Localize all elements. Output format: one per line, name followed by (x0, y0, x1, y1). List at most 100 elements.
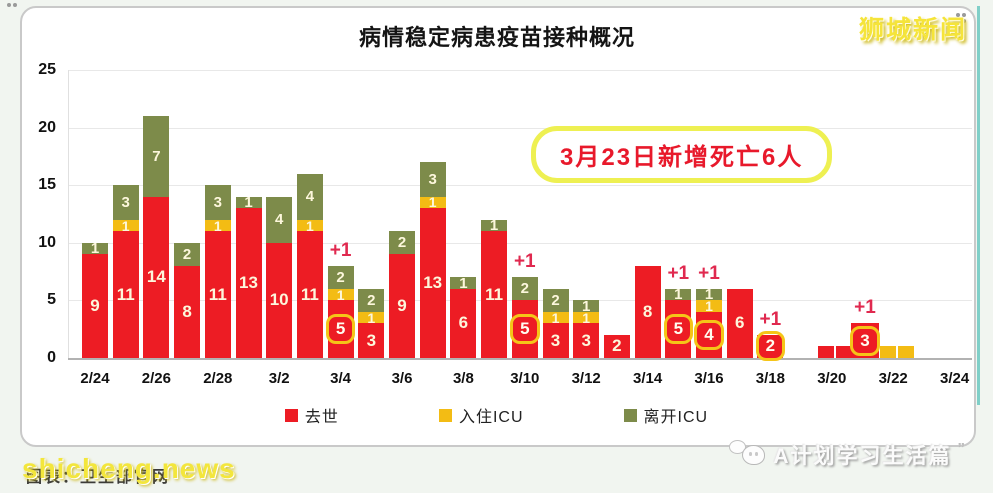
bar-segment-icu_out: 3 (204, 185, 231, 220)
x-tick-label: 2/24 (80, 370, 110, 387)
bar-value-label: 3 (428, 170, 437, 188)
chart-title: 病情稳定病患疫苗接种概况 (358, 25, 635, 50)
bar-value-label: 3 (213, 193, 222, 211)
bar-segment-icu_out: 3 (419, 162, 446, 197)
corner-dot (956, 13, 960, 17)
bar-segment-deaths: 11 (296, 231, 323, 358)
bar-value-label: 4 (305, 188, 315, 206)
bar-segment-icu_in (898, 346, 914, 358)
bar-segment-deaths: 14 (143, 196, 170, 358)
gridline (68, 127, 972, 129)
bar-value-label: 2 (182, 245, 192, 263)
bar-value-label: 1 (336, 286, 345, 303)
bar-segment-deaths: 6 (726, 288, 753, 358)
gridline (68, 70, 972, 71)
boxed-value-label: 4 (694, 319, 724, 350)
bar-value-label: 3 (366, 330, 377, 350)
bar-value-label: 11 (300, 284, 319, 304)
x-tick-label: 3/4 (330, 370, 352, 387)
publisher-credit: A计划学习生活篇 ” (729, 440, 965, 470)
bar-value-label: 2 (367, 291, 376, 309)
bar-segment-deaths: 3 (358, 323, 385, 358)
bar-value-label: 8 (642, 301, 653, 321)
bar-value-label: 1 (428, 194, 437, 211)
corner-dot (7, 3, 11, 7)
bar-segment-deaths: 9 (82, 254, 108, 358)
bar-segment-icu_out: 1 (235, 193, 262, 211)
bar-segment-icu_out: 2 (327, 265, 354, 289)
bar-segment-icu_out: 1 (665, 286, 692, 304)
bar-segment-icu_in: 1 (112, 218, 139, 234)
bar-value-label: 2 (551, 291, 560, 309)
bar-value-label: 14 (146, 267, 166, 287)
plus-one-badge: +1 (513, 251, 536, 273)
legend-item-icu_in: 入住ICU (438, 403, 524, 427)
bar-segment-deaths: 11 (112, 231, 139, 358)
quote-ornament: ” (957, 440, 966, 457)
bar-segment-icu_in: 1 (419, 194, 446, 211)
x-tick-label: 3/6 (391, 370, 413, 387)
bar-value-label: 1 (90, 240, 100, 258)
bar-segment-deaths: 4 (694, 311, 724, 358)
bar-segment-icu_in: 1 (296, 218, 323, 234)
bar-value-label: 1 (489, 217, 499, 235)
bar-segment-deaths: 6 (450, 288, 477, 358)
publisher-credit-label: A计划学习生活篇 (773, 445, 952, 468)
x-tick-label: 2/26 (141, 370, 171, 387)
legend-swatch (284, 408, 298, 422)
source-attribution-text: 图表：卫生部官网 (26, 469, 171, 486)
bar-segment-deaths: 3 (542, 323, 569, 358)
bar-segment-deaths: 8 (634, 265, 661, 358)
bar-value-label: 6 (458, 313, 469, 333)
corner-dot (962, 13, 966, 17)
bar-segment-icu_out: 4 (266, 196, 293, 243)
bar-segment-icu_out: 3 (112, 185, 139, 220)
bar-value-label: 1 (213, 217, 222, 234)
bar-segment-icu_out: 1 (82, 240, 108, 258)
bar-segment-icu_out: 1 (450, 274, 477, 292)
plus-one-badge: +1 (759, 308, 782, 330)
x-tick-label: 3/14 (632, 370, 663, 387)
brand-logo: 狮城新闻 (858, 16, 967, 44)
bar-segment-deaths: 9 (389, 254, 415, 358)
bar-value-label: 9 (397, 296, 407, 316)
plus-one-badge: +1 (667, 262, 690, 284)
corner-dot (962, 19, 966, 23)
legend-label: 离开ICU (643, 409, 709, 426)
bar-value-label: 1 (674, 286, 683, 304)
bar-value-label: 11 (208, 284, 227, 304)
bar-value-label: 2 (520, 280, 529, 298)
bar-segment-icu_out: 4 (296, 173, 323, 220)
bar-segment-deaths: 3 (573, 323, 600, 358)
bar-segment-icu_out: 2 (511, 277, 538, 301)
bar-segment-deaths: 5 (325, 300, 356, 358)
y-tick-label: 0 (47, 349, 56, 366)
bar-value-label: 1 (551, 309, 560, 326)
bar-value-label: 4 (275, 211, 284, 229)
x-tick-label: 3/24 (939, 370, 970, 387)
boxed-value-label: 5 (325, 314, 356, 345)
bar-segment-deaths: 3 (850, 323, 880, 358)
bar-value-label: 1 (704, 286, 714, 304)
boxed-value-label: 5 (510, 314, 540, 345)
bar-segment-icu_in: 1 (542, 309, 569, 326)
plus-one-badge: +1 (698, 262, 720, 284)
bar-segment-icu_in: 1 (358, 310, 385, 326)
bar-value-label: 8 (182, 301, 192, 321)
y-axis-line (68, 70, 69, 358)
bar-segment-icu_out: 2 (542, 288, 569, 312)
legend-label: 去世 (304, 409, 339, 426)
bar-value-label: 3 (550, 330, 561, 350)
bar-segment-deaths (836, 346, 852, 358)
chat-bubbles-icon (729, 440, 767, 470)
bar-segment-icu_out: 2 (358, 288, 385, 312)
x-tick-label: 3/8 (452, 370, 474, 387)
bar-value-label: 1 (244, 193, 253, 211)
x-tick-label: 3/16 (694, 370, 724, 387)
bar-segment-deaths: 2 (603, 334, 630, 358)
bar-value-label: 13 (423, 273, 443, 293)
legend-item-deaths: 去世 (284, 403, 339, 427)
boxed-value-label: 5 (663, 314, 694, 345)
bar-value-label: 1 (459, 274, 468, 292)
